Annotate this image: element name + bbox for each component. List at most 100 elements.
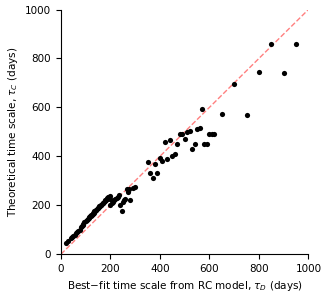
Point (170, 154, 175, 159)
Point (92, 209, 97, 214)
Point (107, 193, 112, 198)
Point (123, 197, 128, 202)
Point (69, 235, 75, 239)
Point (77, 227, 82, 232)
Point (93, 208, 98, 213)
Point (147, 171, 153, 176)
Point (155, 171, 160, 176)
Point (187, 128, 192, 133)
Point (93, 208, 98, 213)
Point (94, 207, 99, 212)
Point (78, 225, 83, 230)
Point (98, 202, 104, 207)
Point (209, 132, 215, 137)
Point (95, 206, 100, 210)
Point (244, 112, 249, 117)
Point (80, 222, 85, 227)
Point (98, 203, 103, 208)
Point (256, 70, 262, 74)
Point (167, 138, 172, 143)
Point (119, 209, 124, 214)
Point (108, 197, 113, 202)
Point (106, 195, 111, 200)
Point (192, 142, 197, 147)
Point (97, 204, 102, 209)
Point (68, 236, 74, 241)
Point (157, 155, 163, 160)
Point (232, 82, 237, 86)
Point (91, 211, 96, 216)
Point (86, 216, 91, 221)
Point (197, 126, 202, 131)
Point (126, 186, 131, 191)
Point (281, 71, 286, 76)
Point (195, 127, 200, 132)
Y-axis label: Theoretical time scale, $\tau_C$ (days): Theoretical time scale, $\tau_C$ (days) (6, 47, 20, 217)
Point (172, 152, 177, 156)
Point (125, 189, 130, 194)
Point (71, 234, 76, 238)
Point (207, 132, 212, 137)
Point (103, 197, 109, 202)
Point (81, 221, 86, 226)
Point (120, 199, 126, 204)
Point (115, 194, 120, 199)
Point (102, 199, 107, 204)
Point (99, 202, 104, 206)
Point (121, 198, 127, 203)
Point (124, 187, 129, 192)
Point (152, 161, 158, 166)
Point (150, 176, 155, 181)
Point (177, 132, 182, 137)
Point (86, 216, 91, 220)
Point (87, 215, 92, 220)
Point (113, 197, 118, 202)
Point (175, 142, 180, 147)
Point (116, 193, 122, 198)
Point (91, 210, 96, 215)
Point (109, 200, 114, 205)
Point (108, 203, 113, 208)
Point (145, 160, 150, 165)
Point (79, 224, 85, 228)
Point (182, 137, 187, 142)
Point (90, 211, 95, 216)
Point (82, 220, 87, 225)
Point (184, 129, 190, 134)
Point (189, 147, 195, 151)
Point (100, 201, 105, 206)
Point (66, 238, 71, 243)
Point (88, 213, 93, 218)
Point (110, 199, 115, 204)
Point (293, 41, 299, 46)
Point (76, 228, 81, 233)
Point (104, 197, 109, 202)
Point (118, 203, 123, 208)
Point (63, 241, 69, 245)
Point (130, 186, 135, 190)
Point (83, 219, 88, 224)
Point (95, 205, 101, 210)
Point (114, 196, 119, 200)
X-axis label: Best$-$fit time scale from RC model, $\tau_D$ (days): Best$-$fit time scale from RC model, $\t… (67, 280, 302, 293)
Point (204, 142, 210, 147)
Point (89, 213, 94, 217)
Point (165, 156, 170, 161)
Point (100, 200, 106, 205)
Point (97, 203, 103, 208)
Point (112, 198, 117, 203)
Point (199, 106, 205, 111)
Point (212, 132, 217, 137)
Point (84, 218, 90, 222)
Point (162, 139, 167, 144)
Point (103, 198, 108, 203)
Point (269, 41, 274, 46)
Point (128, 198, 133, 203)
Point (180, 132, 185, 137)
Point (160, 159, 165, 164)
Point (89, 212, 95, 217)
Point (102, 199, 108, 203)
Point (72, 232, 77, 237)
Point (105, 196, 110, 201)
Point (94, 207, 99, 211)
